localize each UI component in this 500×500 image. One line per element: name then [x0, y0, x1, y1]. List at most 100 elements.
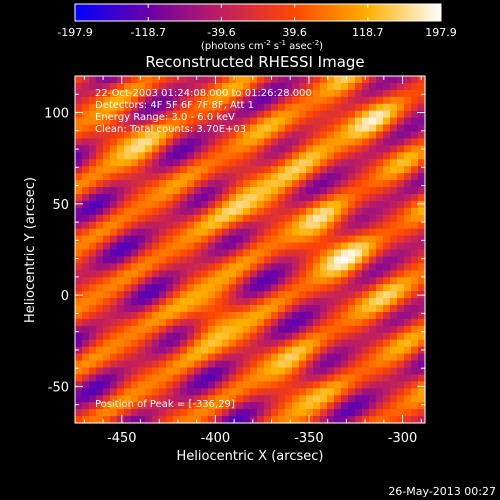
heatmap-cell: [320, 221, 328, 230]
heatmap-cell: [397, 193, 405, 202]
heatmap-cell: [138, 159, 146, 167]
heatmap-cell: [369, 235, 377, 244]
heatmap-cell: [173, 152, 181, 160]
heatmap-cell: [96, 124, 104, 133]
heatmap-cell: [411, 263, 419, 271]
heatmap-cell: [341, 298, 349, 306]
heatmap-cell: [278, 82, 286, 91]
heatmap-cell: [82, 187, 90, 195]
heatmap-cell: [229, 200, 237, 209]
heatmap-cell: [257, 256, 265, 264]
heatmap-cell: [355, 207, 363, 216]
heatmap-cell: [166, 256, 174, 264]
heatmap-cell: [334, 339, 342, 348]
heatmap-cell: [194, 284, 202, 292]
heatmap-cell: [278, 374, 286, 382]
heatmap-cell: [369, 76, 377, 84]
heatmap-cell: [313, 221, 321, 230]
heatmap-cell: [138, 325, 146, 334]
heatmap-cell: [257, 145, 265, 153]
heatmap-cell: [145, 180, 153, 188]
heatmap-cell: [383, 242, 391, 251]
heatmap-cell: [124, 187, 132, 195]
heatmap-cell: [278, 180, 286, 188]
heatmap-cell: [411, 145, 419, 153]
heatmap-cell: [271, 159, 279, 167]
heatmap-cell: [145, 256, 153, 264]
heatmap-cell: [138, 76, 146, 84]
heatmap-cell: [334, 291, 342, 299]
heatmap-cell: [222, 221, 230, 230]
heatmap-cell: [376, 409, 384, 417]
heatmap-cell: [390, 263, 398, 271]
heatmap-cell: [348, 360, 356, 369]
heatmap-cell: [145, 96, 153, 105]
heatmap-cell: [194, 416, 202, 424]
heatmap-cell: [306, 388, 314, 396]
heatmap-cell: [89, 159, 97, 167]
heatmap-cell: [138, 395, 146, 403]
heatmap-cell: [124, 228, 132, 237]
heatmap-cell: [138, 131, 146, 140]
heatmap-cell: [103, 214, 111, 223]
heatmap-cell: [390, 409, 398, 417]
heatmap-cell: [264, 214, 272, 223]
heatmap-cell: [180, 256, 188, 264]
heatmap-cell: [383, 360, 391, 369]
heatmap-cell: [313, 110, 321, 119]
heatmap-cell: [292, 339, 300, 348]
heatmap-cell: [369, 339, 377, 348]
heatmap-cell: [215, 152, 223, 160]
heatmap-cell: [369, 346, 377, 355]
heatmap-cell: [243, 221, 251, 230]
heatmap-cell: [110, 395, 118, 403]
heatmap-cell: [383, 173, 391, 181]
heatmap-cell: [397, 117, 405, 126]
heatmap-cell: [271, 110, 279, 119]
heatmap-cell: [243, 166, 251, 174]
heatmap-cell: [103, 374, 111, 382]
heatmap-cell: [320, 332, 328, 341]
heatmap-cell: [243, 110, 251, 119]
heatmap-cell: [117, 311, 125, 320]
heatmap-cell: [187, 353, 195, 362]
heatmap-cell: [369, 200, 377, 209]
heatmap-cell: [236, 103, 244, 112]
heatmap-cell: [306, 395, 314, 403]
heatmap-cell: [82, 145, 90, 153]
heatmap-cell: [327, 235, 335, 244]
heatmap-cell: [194, 388, 202, 396]
heatmap-cell: [75, 388, 83, 396]
heatmap-cell: [110, 249, 118, 258]
heatmap-cell: [201, 117, 209, 126]
heatmap-cell: [278, 367, 286, 376]
heatmap-cell: [264, 138, 272, 146]
heatmap-cell: [131, 409, 139, 417]
heatmap-cell: [173, 180, 181, 188]
heatmap-cell: [418, 103, 426, 112]
heatmap-cell: [180, 103, 188, 112]
heatmap-cell: [341, 228, 349, 237]
heatmap-cell: [124, 325, 132, 334]
heatmap-cell: [299, 318, 307, 327]
heatmap-cell: [187, 228, 195, 237]
heatmap-cell: [313, 346, 321, 355]
heatmap-cell: [103, 311, 111, 320]
heatmap-cell: [243, 207, 251, 216]
heatmap-cell: [173, 242, 181, 251]
heatmap-cell: [355, 332, 363, 341]
heatmap-cell: [299, 193, 307, 202]
heatmap-cell: [166, 298, 174, 306]
heatmap-cell: [89, 103, 97, 112]
heatmap-cell: [334, 298, 342, 306]
heatmap-cell: [145, 89, 153, 98]
heatmap-cell: [278, 193, 286, 202]
heatmap-cell: [82, 409, 90, 417]
heatmap-cell: [383, 291, 391, 299]
heatmap-cell: [110, 187, 118, 195]
heatmap-cell: [180, 270, 188, 278]
heatmap-cell: [89, 200, 97, 209]
heatmap-cell: [236, 89, 244, 98]
heatmap-cell: [285, 228, 293, 237]
heatmap-cell: [96, 360, 104, 369]
